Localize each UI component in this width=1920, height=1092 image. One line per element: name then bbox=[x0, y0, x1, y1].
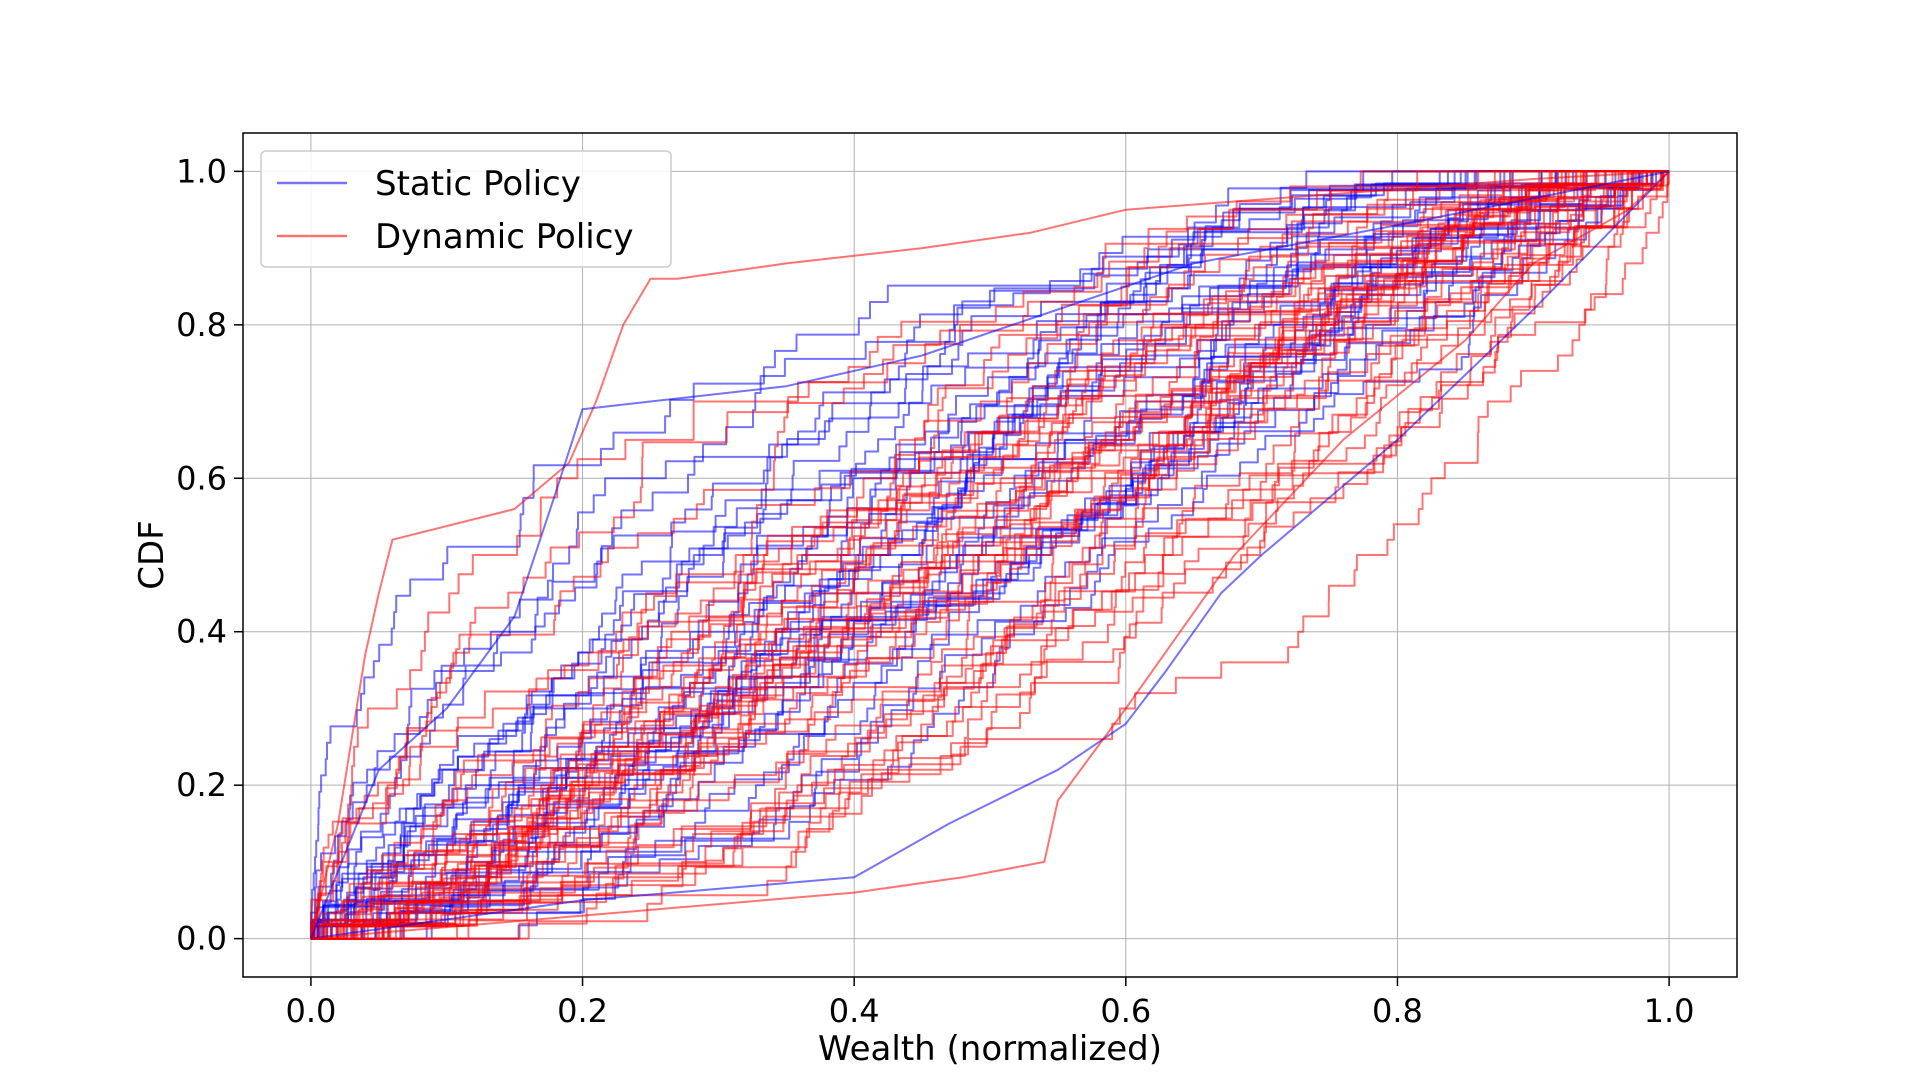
x-tick-label: 0.8 bbox=[1372, 992, 1423, 1030]
dynamic-policy-line bbox=[310, 170, 1670, 940]
dynamic-policy-line bbox=[310, 170, 1670, 940]
x-tick-label: 0.6 bbox=[1100, 992, 1151, 1030]
dynamic-policy-line bbox=[310, 170, 1670, 940]
y-tick-label: 0.8 bbox=[176, 306, 227, 344]
static-policy-line bbox=[310, 170, 1670, 940]
y-tick-label: 0.6 bbox=[176, 459, 227, 497]
y-tick-label: 0.2 bbox=[176, 766, 227, 804]
dynamic-policy-line bbox=[310, 170, 1670, 940]
y-tick-label: 0.4 bbox=[176, 613, 227, 651]
dynamic-policy-line bbox=[310, 170, 1670, 940]
static-policy-line bbox=[310, 170, 1670, 940]
legend: Static Policy Dynamic Policy bbox=[260, 150, 672, 268]
dynamic-policy-line bbox=[310, 170, 1670, 940]
dynamic-policy-line bbox=[310, 170, 1670, 940]
dynamic-policy-line bbox=[310, 170, 1670, 940]
static-policy-line bbox=[310, 170, 1670, 940]
dynamic-policy-line bbox=[310, 170, 1670, 940]
dynamic-policy-line bbox=[310, 170, 1670, 940]
legend-label-dynamic: Dynamic Policy bbox=[375, 217, 634, 257]
dynamic-policy-line bbox=[310, 170, 1670, 940]
static-policy-line bbox=[310, 170, 1670, 940]
series-lines bbox=[309, 170, 1670, 940]
dynamic-policy-line bbox=[310, 170, 1670, 940]
x-tick-label: 1.0 bbox=[1644, 992, 1695, 1030]
dynamic-policy-line bbox=[310, 170, 1670, 940]
dynamic-policy-line bbox=[310, 170, 1670, 940]
plot-frame bbox=[242, 132, 1738, 978]
static-policy-line bbox=[309, 170, 1670, 939]
legend-box bbox=[260, 150, 672, 268]
x-axis-label: Wealth (normalized) bbox=[818, 1029, 1162, 1069]
static-policy-line bbox=[310, 170, 1670, 940]
dynamic-policy-line bbox=[310, 170, 1670, 940]
dynamic-policy-line bbox=[310, 170, 1670, 940]
dynamic-policy-line bbox=[310, 170, 1670, 940]
y-tick-label: 1.0 bbox=[176, 152, 227, 190]
dynamic-policy-line bbox=[310, 170, 1670, 940]
y-tick-label: 0.0 bbox=[176, 920, 227, 958]
dynamic-policy-line bbox=[310, 170, 1670, 940]
y-axis-label: CDF bbox=[132, 520, 172, 589]
static-policy-line bbox=[310, 170, 1670, 940]
axis-ticks: 0.0 0.2 0.4 0.6 0.8 1.0 0.0 0.2 0.4 0.6 0.8 1.0 bbox=[176, 152, 1694, 1030]
legend-label-static: Static Policy bbox=[375, 164, 581, 204]
x-tick-label: 0.2 bbox=[557, 992, 608, 1030]
x-tick-label: 0.0 bbox=[285, 992, 336, 1030]
static-policy-line bbox=[310, 170, 1670, 940]
static-policy-line bbox=[310, 170, 1670, 940]
x-tick-label: 0.4 bbox=[829, 992, 880, 1030]
dynamic-policy-line bbox=[310, 170, 1670, 940]
dynamic-policy-line bbox=[310, 170, 1670, 940]
dynamic-policy-line bbox=[309, 170, 1670, 939]
dynamic-policy-line bbox=[310, 170, 1670, 940]
dynamic-policy-line bbox=[310, 170, 1670, 940]
